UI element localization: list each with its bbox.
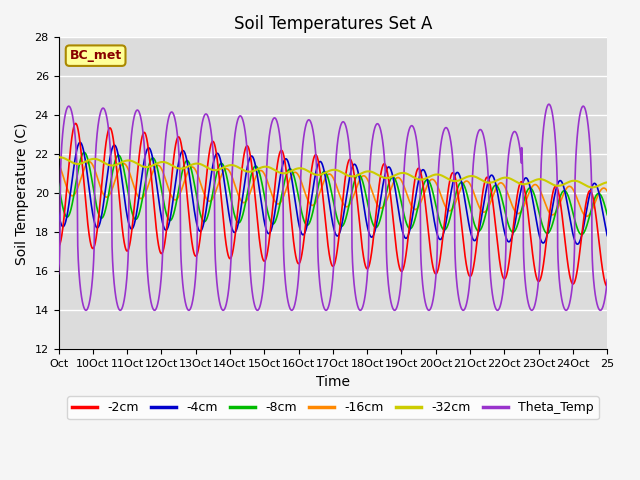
Line: -2cm: -2cm bbox=[58, 123, 607, 287]
-32cm bbox=[452, 178, 460, 184]
-4cm bbox=[403, 234, 411, 240]
-32cm bbox=[403, 171, 411, 177]
-4cm bbox=[604, 233, 611, 239]
-8cm bbox=[598, 193, 605, 199]
Line: -8cm: -8cm bbox=[58, 153, 607, 235]
X-axis label: Time: Time bbox=[316, 374, 350, 389]
-16cm bbox=[487, 199, 495, 205]
-16cm bbox=[598, 186, 605, 192]
-32cm bbox=[487, 180, 495, 185]
-4cm bbox=[452, 171, 460, 177]
Line: Theta_Temp: Theta_Temp bbox=[58, 104, 607, 310]
Theta_Temp bbox=[167, 109, 175, 115]
-8cm bbox=[81, 150, 88, 156]
-8cm bbox=[487, 192, 495, 197]
-32cm bbox=[56, 155, 63, 160]
-8cm bbox=[604, 212, 611, 217]
-16cm bbox=[167, 192, 175, 198]
-8cm bbox=[452, 192, 460, 198]
-2cm bbox=[597, 258, 605, 264]
-2cm bbox=[167, 181, 175, 187]
-32cm bbox=[598, 181, 605, 187]
-32cm bbox=[604, 180, 611, 185]
-16cm bbox=[452, 200, 460, 205]
-2cm bbox=[520, 182, 527, 188]
-2cm bbox=[604, 284, 611, 289]
-4cm bbox=[167, 211, 175, 216]
Theta_Temp bbox=[403, 136, 411, 142]
Line: -16cm: -16cm bbox=[58, 162, 607, 216]
-16cm bbox=[54, 161, 62, 167]
Theta_Temp bbox=[520, 243, 527, 249]
Theta_Temp bbox=[604, 277, 611, 283]
-2cm bbox=[452, 176, 460, 182]
-4cm bbox=[520, 178, 527, 184]
-2cm bbox=[54, 243, 62, 249]
-16cm bbox=[85, 159, 93, 165]
-2cm bbox=[403, 242, 411, 248]
-8cm bbox=[403, 222, 411, 228]
-16cm bbox=[583, 214, 591, 219]
-4cm bbox=[487, 173, 495, 179]
-32cm bbox=[589, 184, 596, 190]
-16cm bbox=[520, 204, 527, 210]
Theta_Temp bbox=[596, 307, 604, 313]
Theta_Temp bbox=[545, 101, 553, 107]
Theta_Temp bbox=[598, 307, 605, 312]
-8cm bbox=[54, 180, 62, 186]
Line: -4cm: -4cm bbox=[58, 143, 607, 244]
-4cm bbox=[54, 210, 62, 216]
Theta_Temp bbox=[486, 273, 494, 278]
Line: -32cm: -32cm bbox=[58, 157, 607, 187]
-4cm bbox=[598, 202, 605, 208]
-16cm bbox=[403, 192, 411, 198]
-8cm bbox=[578, 232, 586, 238]
-16cm bbox=[604, 188, 611, 194]
Theta_Temp bbox=[452, 261, 460, 267]
-8cm bbox=[167, 217, 175, 223]
-2cm bbox=[72, 120, 79, 126]
-32cm bbox=[167, 162, 175, 168]
-4cm bbox=[76, 140, 84, 145]
Y-axis label: Soil Temperature (C): Soil Temperature (C) bbox=[15, 122, 29, 264]
Title: Soil Temperatures Set A: Soil Temperatures Set A bbox=[234, 15, 432, 33]
Legend: -2cm, -4cm, -8cm, -16cm, -32cm, Theta_Temp: -2cm, -4cm, -8cm, -16cm, -32cm, Theta_Te… bbox=[67, 396, 598, 419]
Text: BC_met: BC_met bbox=[70, 49, 122, 62]
-8cm bbox=[520, 199, 527, 204]
-2cm bbox=[487, 184, 495, 190]
Theta_Temp bbox=[54, 271, 62, 276]
-32cm bbox=[54, 155, 62, 160]
-32cm bbox=[520, 181, 527, 187]
-4cm bbox=[573, 241, 581, 247]
